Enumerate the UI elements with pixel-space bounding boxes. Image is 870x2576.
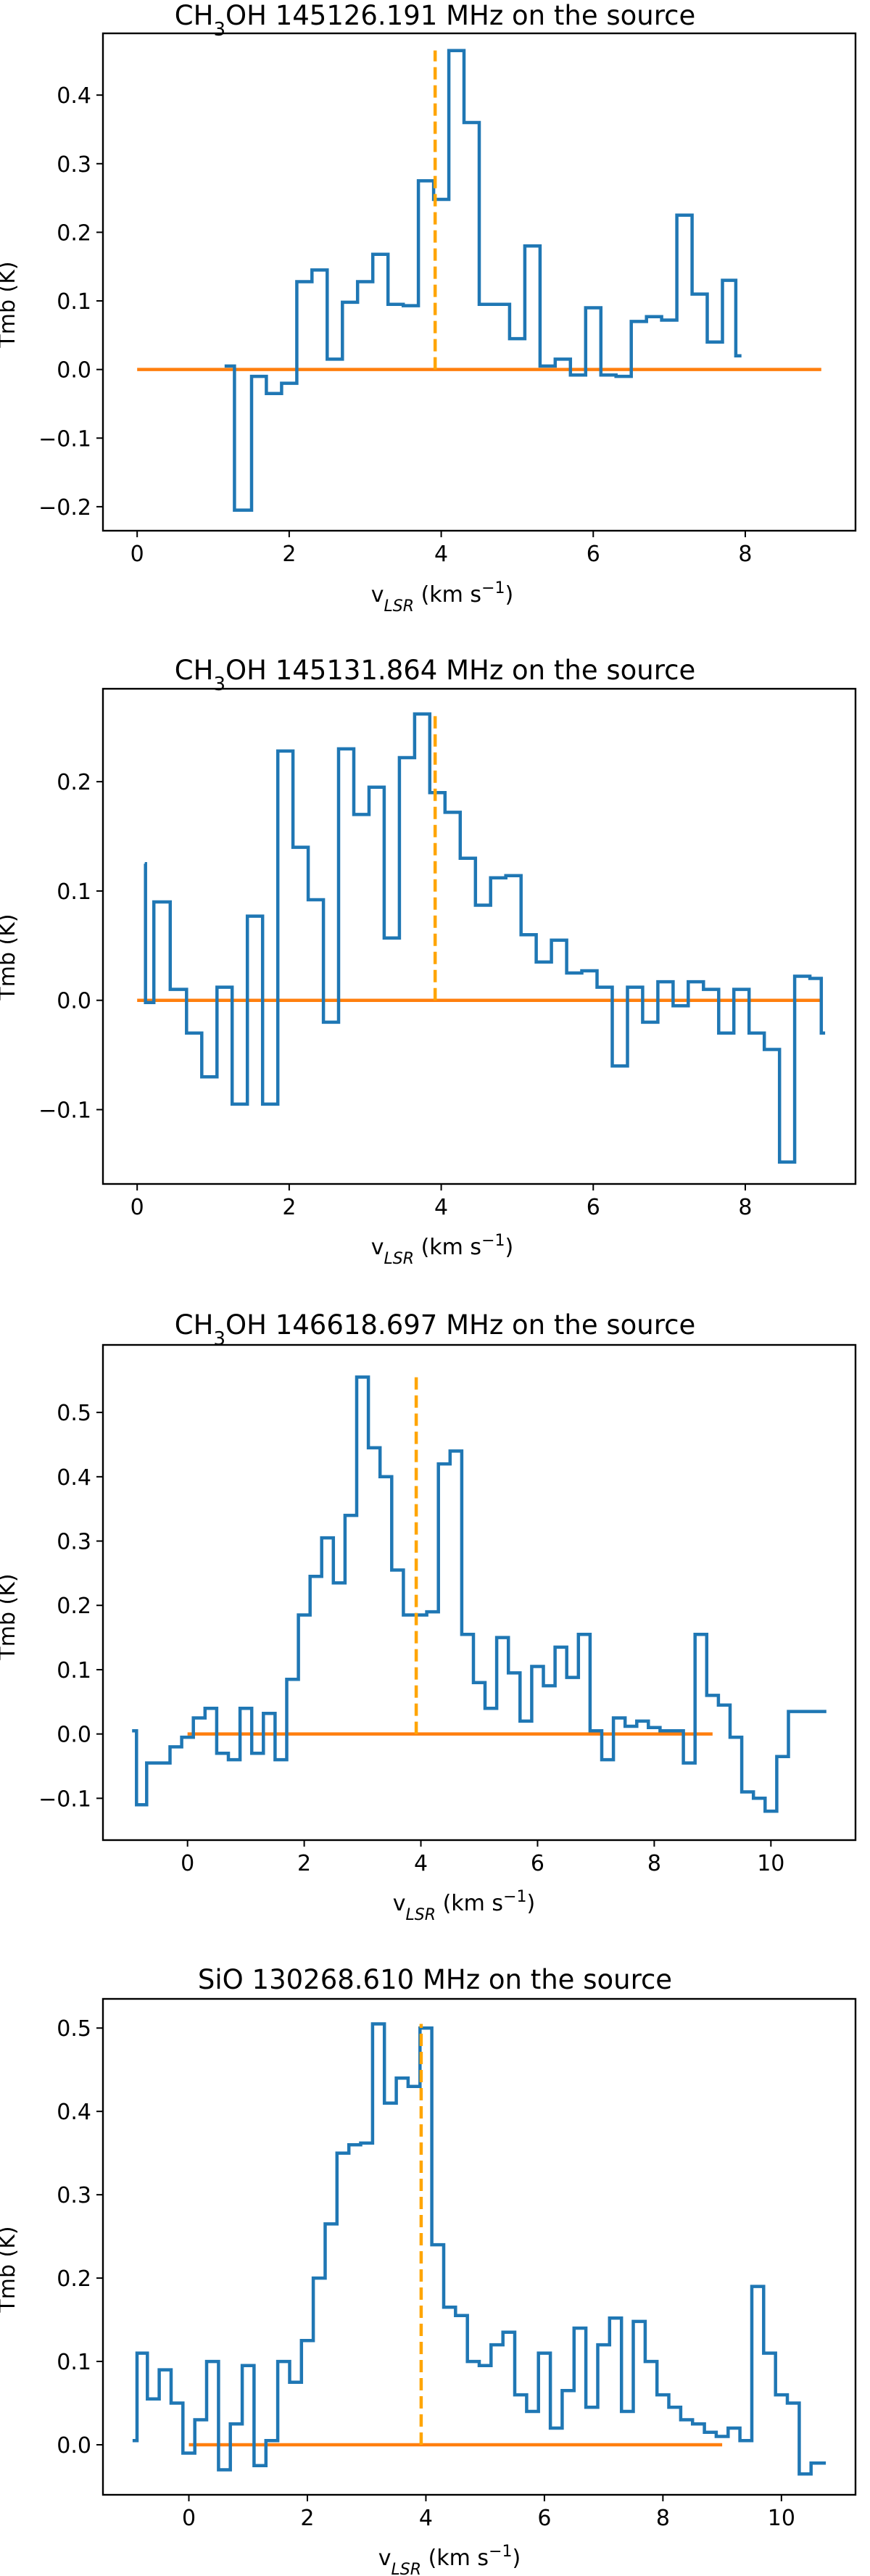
panel-3-y-tick-label: −0.1 [38, 1786, 91, 1812]
panel-4-y-tick-label: 0.1 [57, 2350, 91, 2375]
panel-4-spectrum-line [132, 2022, 826, 2476]
panel-1-y-tick-label: 0.0 [57, 358, 91, 384]
panel-3-y-tick-label: 0.4 [57, 1465, 91, 1491]
panel-1-x-tick-label: 4 [434, 542, 448, 567]
panel-2-x-tick-label: 0 [130, 1195, 144, 1220]
panel-1-y-tick-label: −0.1 [38, 426, 91, 452]
panel-4-y-label: Tmb (K) [0, 2226, 20, 2313]
panel-1-y-tick-label: −0.2 [38, 495, 91, 521]
panel-4-x-tick-label: 4 [419, 2506, 433, 2531]
panel-1-x-tick-label: 8 [738, 542, 752, 567]
panel-3-x-label: vLSR (km s−1) [393, 1888, 535, 1924]
panel-3-y-tick-label: 0.1 [57, 1658, 91, 1683]
panel-2-x-tick-label: 2 [282, 1195, 296, 1220]
panel-3-y-tick-label: 0.3 [57, 1530, 91, 1555]
panel-1-x-tick-label: 6 [587, 542, 600, 567]
panel-4-y-tick-label: 0.0 [57, 2433, 91, 2459]
panel-4-x-tick-label: 10 [768, 2506, 795, 2531]
panel-2-x-tick-label: 4 [434, 1195, 448, 1220]
panel-1: CH3OH 145126.191 MHz on the source Tmb (… [0, 0, 857, 616]
panel-4-x-tick-label: 0 [182, 2506, 196, 2531]
panel-3-x-tick-label: 10 [757, 1851, 784, 1876]
panel-3-spectrum-line [132, 1375, 826, 1813]
panel-2-y-tick-label: 0.2 [57, 770, 91, 795]
panel-1-y-tick-label: 0.2 [57, 220, 91, 246]
panel-4-y-tick-label: 0.4 [57, 2100, 91, 2125]
panel-2-y-label: Tmb (K) [0, 914, 20, 1001]
panel-3-x-tick-label: 0 [181, 1851, 194, 1876]
panel-2-y-tick-label: 0.0 [57, 989, 91, 1014]
panel-3-y-tick-label: 0.2 [57, 1594, 91, 1619]
panel-2-plot-frame [102, 687, 857, 1185]
panel-4-y-tick-label: 0.3 [57, 2183, 91, 2208]
panel-1-y-label: Tmb (K) [0, 261, 20, 348]
panel-3: CH3OH 146618.697 MHz on the source Tmb (… [0, 1309, 857, 1924]
panel-2: CH3OH 145131.864 MHz on the source Tmb (… [0, 655, 857, 1268]
panel-2-title: CH3OH 145131.864 MHz on the source [175, 655, 695, 695]
panel-4-x-tick-label: 8 [656, 2506, 670, 2531]
panel-3-title: CH3OH 146618.697 MHz on the source [175, 1309, 695, 1350]
panel-3-x-tick-label: 4 [414, 1851, 428, 1876]
panel-2-y-tick-label: 0.1 [57, 879, 91, 905]
panel-1-y-tick-label: 0.3 [57, 152, 91, 178]
panel-3-plot-frame [102, 1343, 857, 1842]
panel-2-x-label: vLSR (km s−1) [371, 1232, 513, 1268]
panel-3-y-tick-label: 0.0 [57, 1723, 91, 1748]
panel-3-x-tick-label: 6 [531, 1851, 544, 1876]
panel-1-x-tick-label: 0 [130, 542, 144, 567]
panel-4-y-tick-label: 0.5 [57, 2016, 91, 2042]
panel-4-y-tick-label: 0.2 [57, 2266, 91, 2292]
panel-1-spectrum-line [224, 49, 742, 512]
panel-1-plot-frame [102, 32, 857, 532]
panel-3-y-label: Tmb (K) [0, 1573, 20, 1660]
panel-1-y-tick-label: 0.1 [57, 289, 91, 315]
panel-2-y-tick-label: −0.1 [38, 1098, 91, 1123]
panel-2-x-tick-label: 8 [738, 1195, 752, 1220]
panel-2-spectrum-line [144, 712, 826, 1164]
panel-2-x-tick-label: 6 [587, 1195, 600, 1220]
panel-1-title: CH3OH 145126.191 MHz on the source [175, 0, 695, 41]
panel-3-x-tick-label: 2 [297, 1851, 311, 1876]
panel-4: SiO 130268.610 MHz on the source Tmb (K)… [0, 1964, 857, 2576]
panel-1-y-tick-label: 0.4 [57, 83, 91, 109]
panel-4-x-tick-label: 6 [537, 2506, 551, 2531]
panel-1-x-tick-label: 2 [282, 542, 296, 567]
panel-1-x-label: vLSR (km s−1) [371, 579, 513, 616]
panel-4-x-tick-label: 2 [300, 2506, 314, 2531]
panel-4-title: SiO 130268.610 MHz on the source [198, 1964, 672, 1995]
panel-3-y-tick-label: 0.5 [57, 1401, 91, 1426]
panel-4-plot-frame [102, 1997, 857, 2496]
panel-3-x-tick-label: 8 [647, 1851, 661, 1876]
panel-4-x-label: vLSR (km s−1) [378, 2543, 521, 2576]
